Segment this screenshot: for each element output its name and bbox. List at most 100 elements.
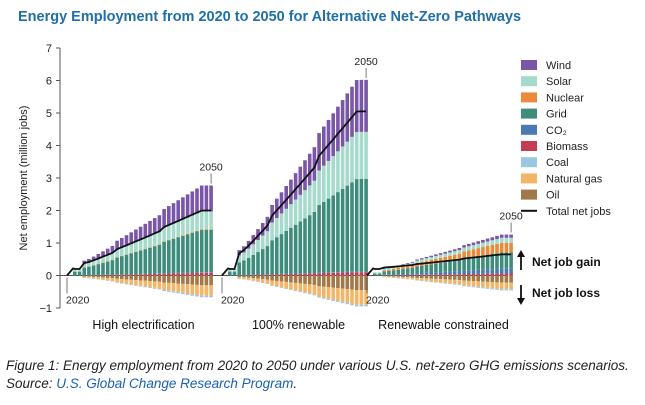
bar-segment-oil	[485, 275, 490, 282]
caption-source-link[interactable]: U.S. Global Change Research Program	[56, 376, 294, 391]
bar-segment-biomass	[195, 272, 199, 276]
bar-segment-co2	[457, 271, 462, 275]
bar-segment-natural-gas	[167, 282, 171, 291]
bar-segment-oil	[148, 275, 152, 282]
bar-segment-wind	[364, 79, 368, 132]
bar-segment-oil	[242, 275, 246, 278]
bar-segment-oil	[396, 275, 401, 277]
legend-swatch	[521, 141, 537, 151]
bar-segment-oil	[336, 275, 340, 289]
bar-segment-natural-gas	[96, 277, 101, 280]
bar-segment-nuclear	[476, 248, 480, 257]
bar-segment-coal	[115, 282, 119, 283]
bar-segment-co2	[331, 272, 335, 273]
bar-segment-solar	[77, 269, 82, 272]
bar-segment-wind	[279, 192, 284, 214]
net-job-gain-label: Net job gain	[532, 255, 601, 269]
bar-segment-biomass	[181, 273, 185, 276]
bar-segment-oil	[284, 275, 288, 282]
bar-segment-biomass	[448, 274, 452, 276]
legend-label: Oil	[546, 190, 559, 202]
legend-swatch	[521, 189, 537, 200]
bar-segment-coal	[364, 304, 368, 307]
bar-segment-natural-gas	[438, 279, 443, 283]
bar-segment-biomass	[260, 274, 265, 276]
bar-segment-solar	[232, 269, 237, 272]
bar-segment-wind	[143, 223, 148, 238]
bar-segment-natural-gas	[251, 278, 256, 281]
bar-segment-natural-gas	[322, 286, 326, 298]
bar-segment-nuclear	[457, 253, 462, 260]
bar-segment-grid	[317, 205, 321, 273]
bar-segment-grid	[237, 262, 241, 276]
bar-segment-oil	[120, 275, 124, 280]
bar-segment-nuclear	[499, 242, 504, 253]
bar-segment-oil	[509, 275, 513, 283]
bar-segment-coal	[317, 296, 321, 298]
bar-segment-solar	[429, 257, 433, 260]
bar-segment-nuclear	[396, 268, 401, 270]
bar-segment-oil	[420, 275, 424, 279]
bar-segment-grid	[326, 198, 331, 273]
bar-segment-solar	[317, 170, 321, 206]
bar-segment-solar	[124, 245, 129, 255]
bar-segment-natural-gas	[124, 279, 129, 284]
bar-segment-nuclear	[382, 270, 386, 272]
legend-swatch	[521, 76, 537, 87]
bar-segment-biomass	[138, 274, 143, 276]
bar-segment-solar	[293, 199, 298, 225]
bar-segment-co2	[195, 272, 199, 273]
bar-segment-oil	[307, 275, 312, 285]
bar-segment-solar	[438, 254, 443, 258]
bar-segment-grid	[101, 262, 105, 275]
bar-segment-oil	[434, 275, 438, 279]
legend-label: Nuclear	[546, 92, 584, 104]
bar-segment-oil	[504, 275, 509, 283]
bar-segment-wind	[452, 249, 457, 252]
bar-segment-coal	[171, 291, 176, 293]
bar-segment-solar	[303, 190, 307, 219]
y-tick-label: 0	[46, 271, 52, 283]
bar-segment-solar	[307, 185, 312, 216]
bar-segment-wind	[490, 237, 495, 241]
bar-segment-solar	[331, 156, 335, 196]
bar-segment-oil	[350, 275, 354, 290]
bar-segment-biomass	[481, 273, 485, 276]
bar-segment-wind	[82, 260, 86, 264]
bar-segment-grid	[279, 234, 284, 274]
bar-segment-oil	[199, 275, 204, 286]
bar-segment-nuclear	[391, 268, 396, 271]
bar-segment-co2	[190, 272, 195, 274]
bar-segment-grid	[438, 262, 443, 273]
bar-segment-biomass	[251, 274, 256, 276]
bar-segment-coal	[509, 289, 513, 291]
bar-segment-coal	[185, 293, 190, 295]
bar-segment-co2	[345, 271, 350, 273]
bar-segment-grid	[303, 218, 307, 274]
bar-segment-coal	[120, 282, 124, 284]
bar-segment-nuclear	[471, 249, 476, 257]
bar-segment-co2	[448, 271, 452, 275]
bar-segment-wind	[138, 226, 143, 240]
bar-segment-grid	[167, 240, 171, 274]
bar-segment-coal	[452, 283, 457, 285]
bar-segment-solar	[101, 256, 105, 263]
bar-segment-biomass	[336, 272, 340, 276]
year-end-label: 2050	[499, 211, 523, 223]
bar-segment-grid	[129, 253, 133, 275]
bar-segment-solar	[176, 221, 180, 237]
legend-swatch	[521, 173, 537, 184]
legend-label: Biomass	[546, 141, 589, 153]
bar-segment-oil	[298, 275, 303, 284]
legend-label: Coal	[546, 157, 569, 169]
bar-segment-coal	[448, 283, 452, 285]
bar-segment-oil	[87, 275, 91, 277]
bar-segment-biomass	[284, 274, 288, 276]
bar-segment-wind	[471, 242, 476, 246]
bar-segment-natural-gas	[504, 282, 509, 290]
bar-segment-oil	[429, 275, 433, 279]
bar-segment-nuclear	[485, 245, 490, 255]
bar-segment-oil	[115, 275, 119, 279]
bar-segment-wind	[448, 250, 452, 253]
